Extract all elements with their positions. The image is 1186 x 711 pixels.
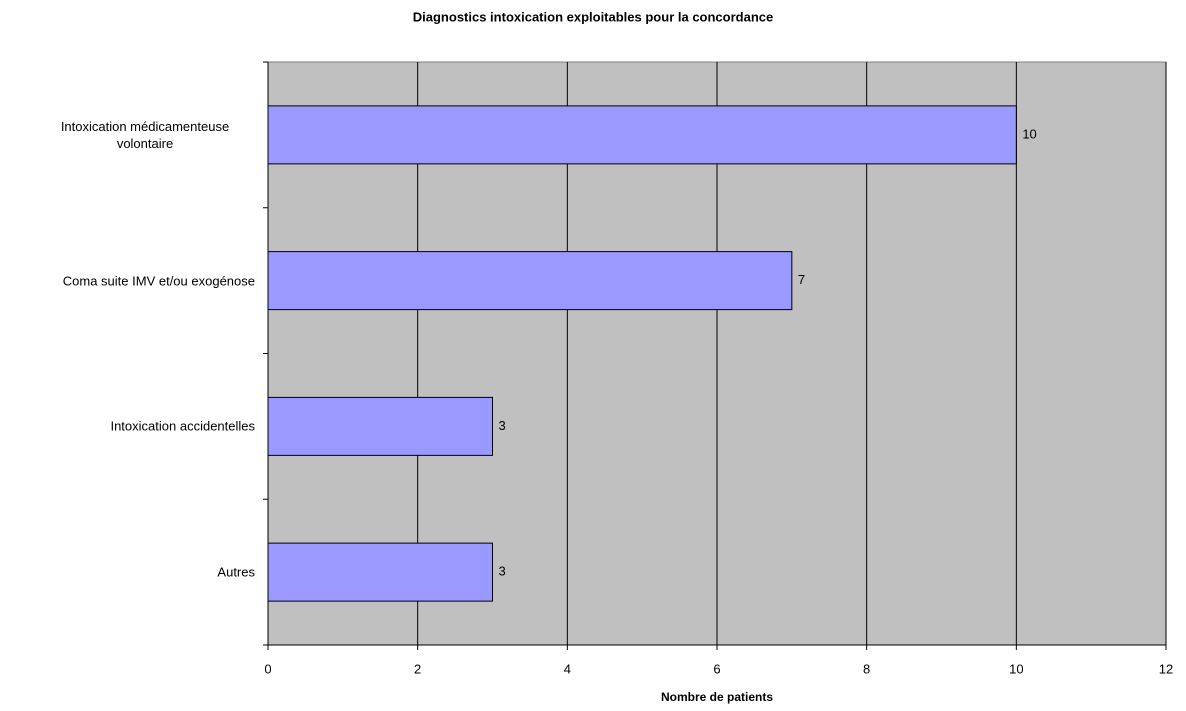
- bar: [267, 251, 793, 311]
- x-tick-label: 6: [713, 661, 720, 676]
- y-tick-label: Intoxication accidentelles: [110, 418, 255, 434]
- bar: [267, 105, 1017, 165]
- x-tick-label: 8: [863, 661, 870, 676]
- bar: [267, 542, 493, 602]
- data-label: 3: [499, 564, 506, 579]
- x-tick-label: 4: [564, 661, 571, 676]
- x-tick-label: 2: [414, 661, 421, 676]
- data-label: 3: [499, 418, 506, 433]
- data-label: 7: [798, 272, 805, 287]
- x-tick-label: 12: [1159, 661, 1173, 676]
- y-tick-label: Autres: [217, 564, 255, 580]
- data-label: 10: [1022, 126, 1036, 141]
- x-tick-label: 0: [264, 661, 271, 676]
- bar: [267, 396, 493, 456]
- chart-title: Diagnostics intoxication exploitables po…: [413, 9, 773, 24]
- x-tick-label: 10: [1009, 661, 1023, 676]
- y-tick-label: Coma suite IMV et/ou exogénose: [62, 273, 255, 289]
- y-tick-label: Intoxication médicamenteuse volontaire: [60, 118, 230, 151]
- x-axis-title: Nombre de patients: [661, 690, 773, 704]
